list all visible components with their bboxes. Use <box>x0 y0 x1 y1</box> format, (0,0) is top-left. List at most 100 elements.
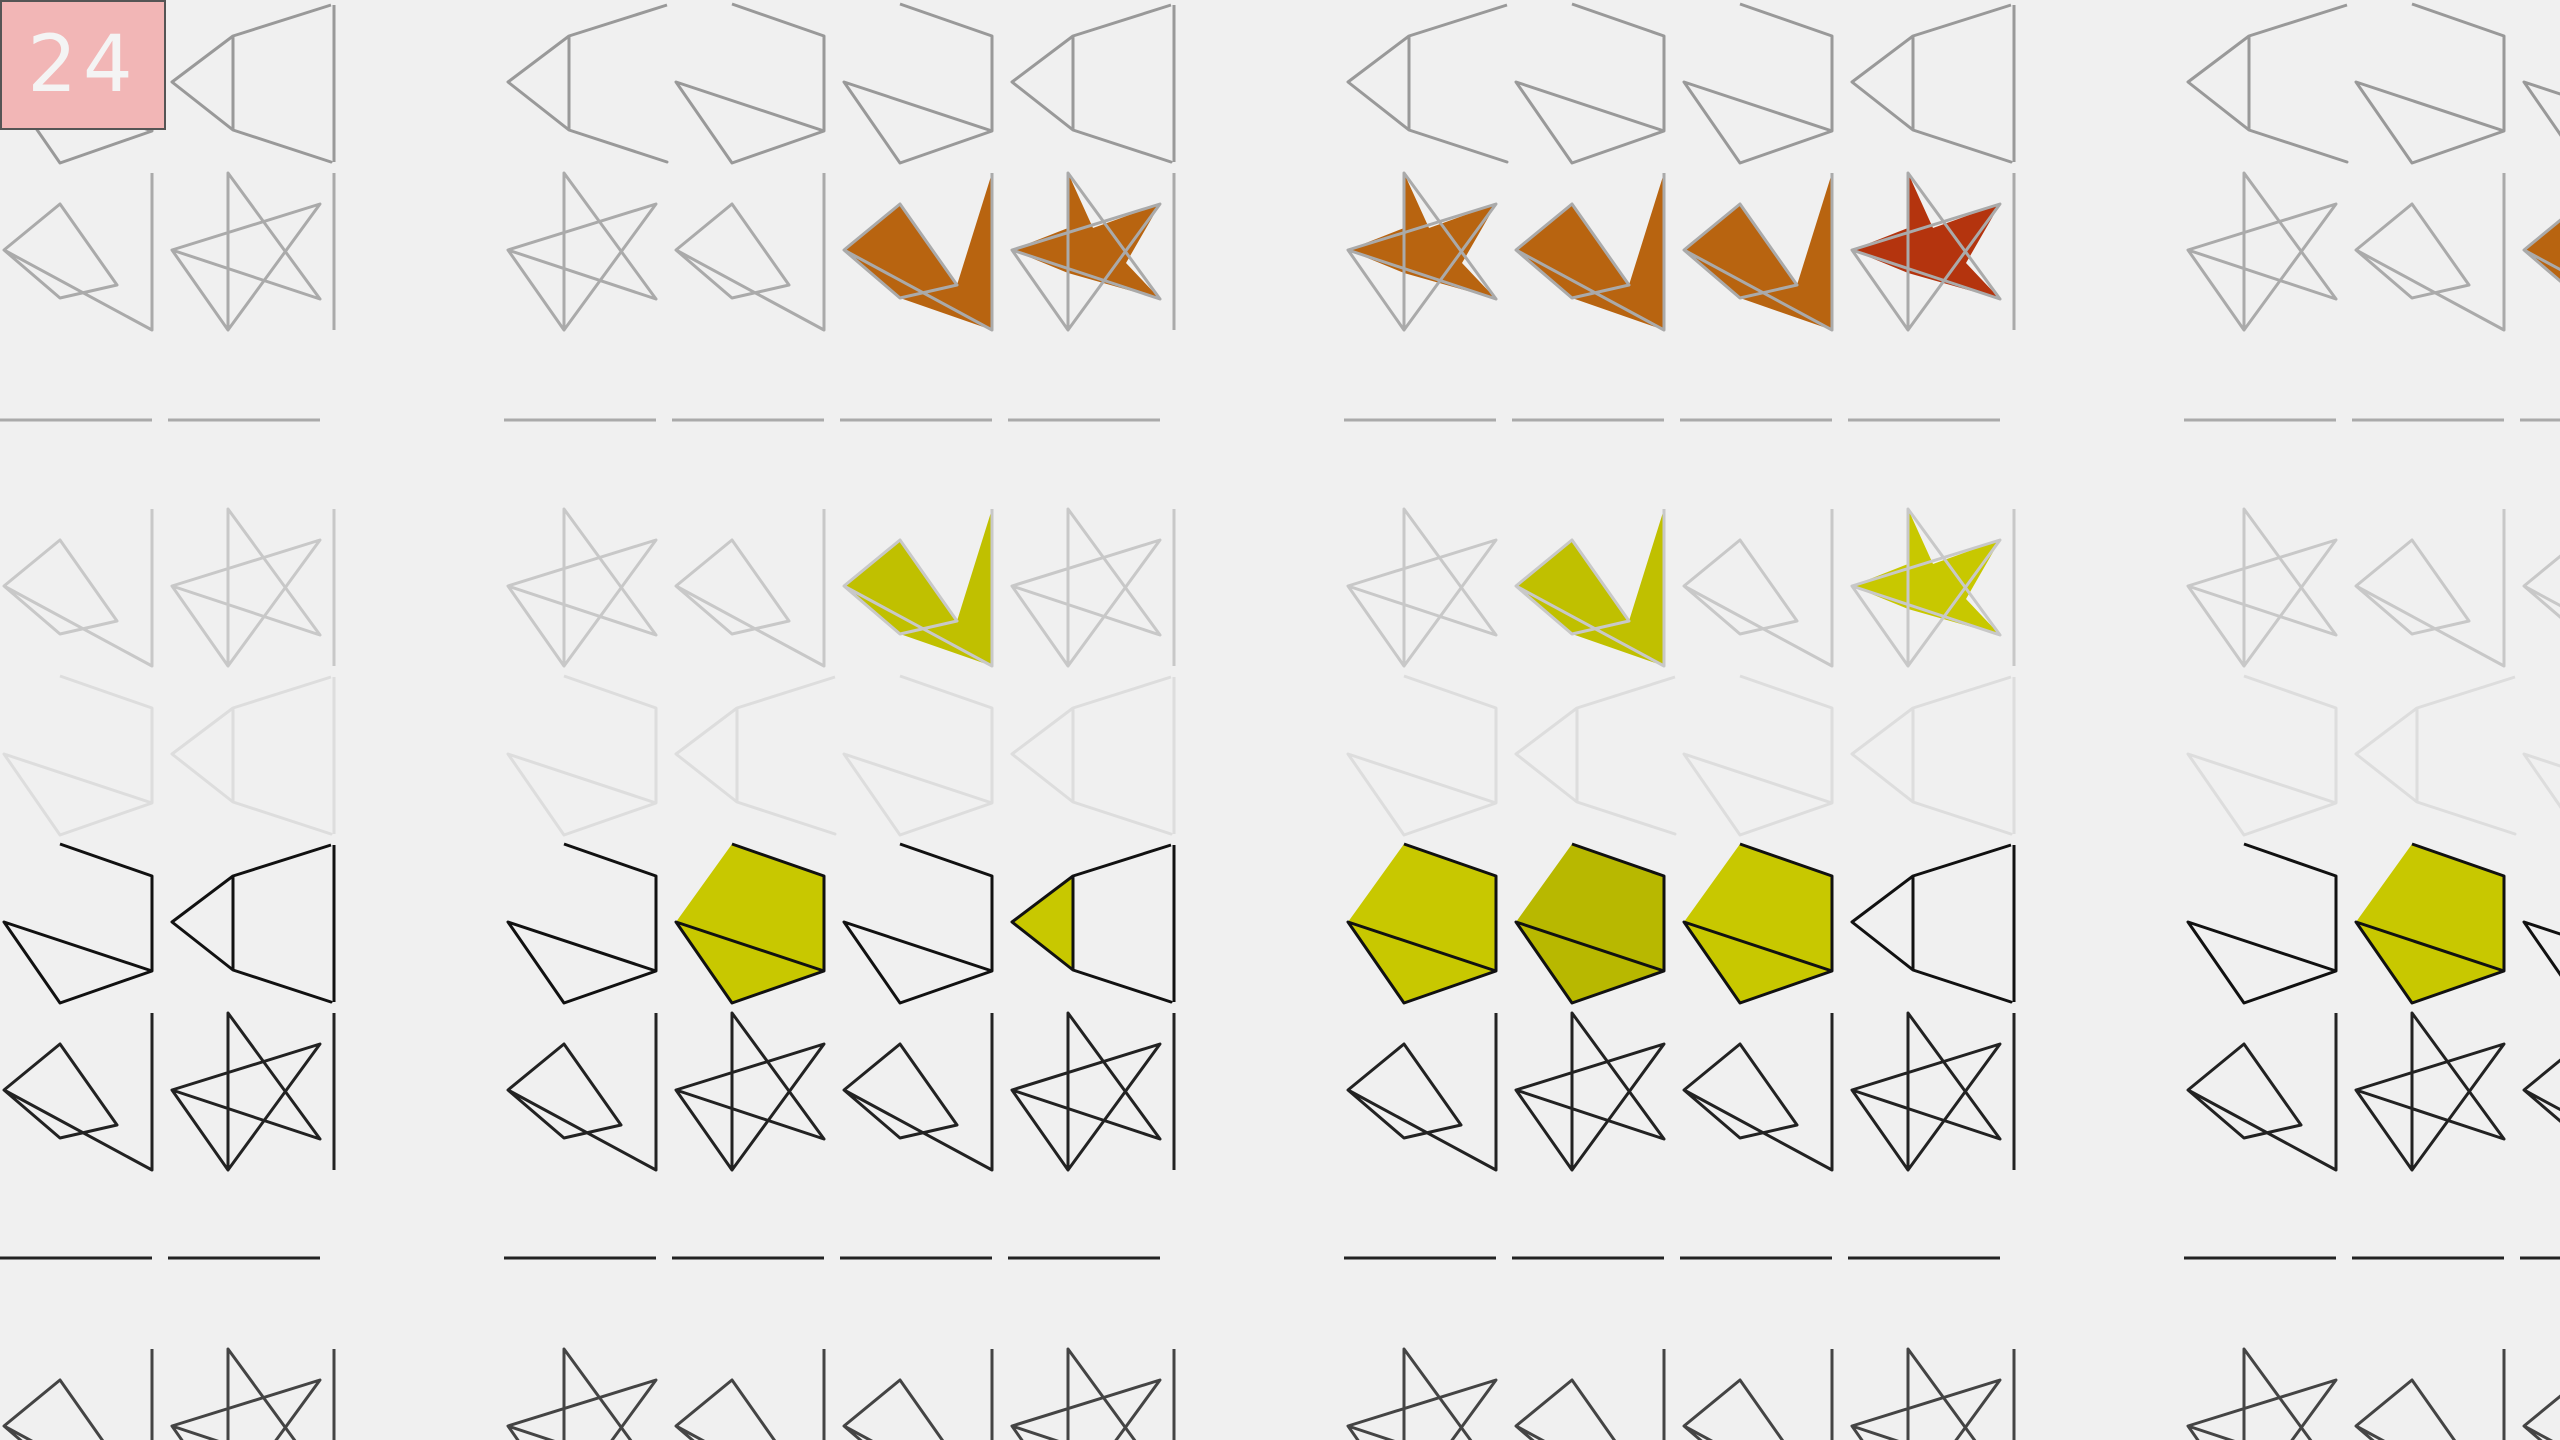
tile-bowtie[interactable] <box>2354 173 2506 332</box>
tile-star[interactable] <box>1010 1347 1162 1440</box>
tile-pentagon[interactable] <box>2522 4 2560 163</box>
tile-fill <box>844 173 992 330</box>
tile-star[interactable] <box>2186 507 2338 668</box>
tile-bowtie[interactable] <box>1682 1013 1834 1172</box>
tile-pentagon[interactable] <box>1346 842 1498 1005</box>
tile-arrow[interactable] <box>1850 675 2013 836</box>
tile-star[interactable] <box>1850 1347 2002 1440</box>
tile-pentagon[interactable] <box>2186 674 2338 837</box>
tile-pentagon[interactable] <box>2 674 154 837</box>
tile-outline <box>170 1011 322 1172</box>
tile-arrow[interactable] <box>170 675 333 836</box>
tile-bowtie[interactable] <box>2 1349 154 1440</box>
tile-bowtie[interactable] <box>1514 1349 1666 1440</box>
tile-pentagon[interactable] <box>842 674 994 837</box>
tile-outline <box>506 1347 658 1440</box>
tile-star[interactable] <box>1010 1011 1162 1172</box>
tile-star[interactable] <box>2186 1347 2338 1440</box>
tile-star[interactable] <box>170 1347 322 1440</box>
tile-bowtie[interactable] <box>2354 509 2506 668</box>
tile-star[interactable] <box>506 1347 658 1440</box>
tile-bowtie[interactable] <box>2522 1013 2560 1170</box>
tile-outline <box>2354 1349 2506 1440</box>
tile-bowtie[interactable] <box>1514 173 1666 332</box>
tile-bowtie[interactable] <box>2522 173 2560 330</box>
tile-outline <box>674 173 826 332</box>
tile-star[interactable] <box>1010 171 1162 332</box>
tile-star[interactable] <box>1850 171 2002 332</box>
tile-bowtie[interactable] <box>2 509 154 668</box>
tile-pentagon[interactable] <box>2522 844 2560 1003</box>
tile-pentagon[interactable] <box>2 842 154 1005</box>
tile-star[interactable] <box>506 171 658 332</box>
tile-pentagon[interactable] <box>506 842 658 1005</box>
tile-arrow[interactable] <box>1010 3 1173 164</box>
tile-arrow[interactable] <box>1346 3 1509 164</box>
tile-bowtie[interactable] <box>842 173 994 332</box>
tile-arrow[interactable] <box>1010 675 1173 836</box>
tile-pentagon[interactable] <box>1682 2 1834 165</box>
tile-arrow[interactable] <box>2186 3 2349 164</box>
tile-pentagon[interactable] <box>2354 842 2506 1005</box>
tile-outline <box>1514 509 1666 668</box>
tile-star[interactable] <box>2354 1011 2506 1172</box>
tile-outline <box>842 674 994 837</box>
tile-star[interactable] <box>1514 1011 1666 1172</box>
tile-star[interactable] <box>170 507 322 668</box>
tile-star[interactable] <box>170 171 322 332</box>
tile-pentagon[interactable] <box>842 2 994 165</box>
tile-bowtie[interactable] <box>842 1013 994 1172</box>
tile-pentagon[interactable] <box>1682 674 1834 837</box>
tile-bowtie[interactable] <box>1682 1349 1834 1440</box>
tile-arrow[interactable] <box>2354 675 2517 836</box>
tile-pentagon[interactable] <box>674 2 826 165</box>
tile-star[interactable] <box>1010 507 1162 668</box>
tile-star[interactable] <box>1850 1011 2002 1172</box>
tile-star[interactable] <box>1346 507 1498 668</box>
tile-bowtie[interactable] <box>674 173 826 332</box>
tile-pentagon[interactable] <box>1682 842 1834 1005</box>
tile-outline <box>1346 1347 1498 1440</box>
tile-bowtie[interactable] <box>2186 1013 2338 1172</box>
tile-star[interactable] <box>506 507 658 668</box>
tile-bowtie[interactable] <box>842 509 994 668</box>
tile-arrow[interactable] <box>1514 675 1677 836</box>
tile-arrow[interactable] <box>1010 843 1173 1004</box>
tile-bowtie[interactable] <box>1514 509 1666 668</box>
tile-pentagon[interactable] <box>1514 2 1666 165</box>
tile-bowtie[interactable] <box>842 1349 994 1440</box>
tile-arrow[interactable] <box>170 3 333 164</box>
tile-bowtie[interactable] <box>2522 509 2560 666</box>
tile-pentagon[interactable] <box>1514 842 1666 1005</box>
tile-pentagon[interactable] <box>506 674 658 837</box>
tile-bowtie[interactable] <box>1682 509 1834 668</box>
tile-star[interactable] <box>170 1011 322 1172</box>
tile-arrow[interactable] <box>170 843 333 1004</box>
tile-arrow[interactable] <box>506 3 669 164</box>
tile-pentagon[interactable] <box>674 842 826 1005</box>
tile-pentagon[interactable] <box>842 842 994 1005</box>
tile-star[interactable] <box>1346 1347 1498 1440</box>
tile-star[interactable] <box>674 1011 826 1172</box>
tile-star[interactable] <box>2186 171 2338 332</box>
tile-bowtie[interactable] <box>1346 1013 1498 1172</box>
tile-pentagon[interactable] <box>2354 2 2506 165</box>
tile-arrow[interactable] <box>1850 843 2013 1004</box>
tile-bowtie[interactable] <box>2354 1349 2506 1440</box>
tile-pentagon[interactable] <box>1346 674 1498 837</box>
tile-bowtie[interactable] <box>2 1013 154 1172</box>
tile-bowtie[interactable] <box>674 509 826 668</box>
tile-star[interactable] <box>1346 171 1498 332</box>
tile-bowtie[interactable] <box>2 173 154 332</box>
tile-star[interactable] <box>1850 507 2002 668</box>
tile-outline <box>2522 1058 2560 1123</box>
tile-pentagon[interactable] <box>2522 676 2560 835</box>
tile-bowtie[interactable] <box>1682 173 1834 332</box>
tile-outline <box>1850 1347 2002 1440</box>
tile-arrow[interactable] <box>1850 3 2013 164</box>
tile-bowtie[interactable] <box>2522 1349 2560 1440</box>
tile-pentagon[interactable] <box>2186 842 2338 1005</box>
tile-bowtie[interactable] <box>674 1349 826 1440</box>
tile-arrow[interactable] <box>674 675 837 836</box>
tile-bowtie[interactable] <box>506 1013 658 1172</box>
